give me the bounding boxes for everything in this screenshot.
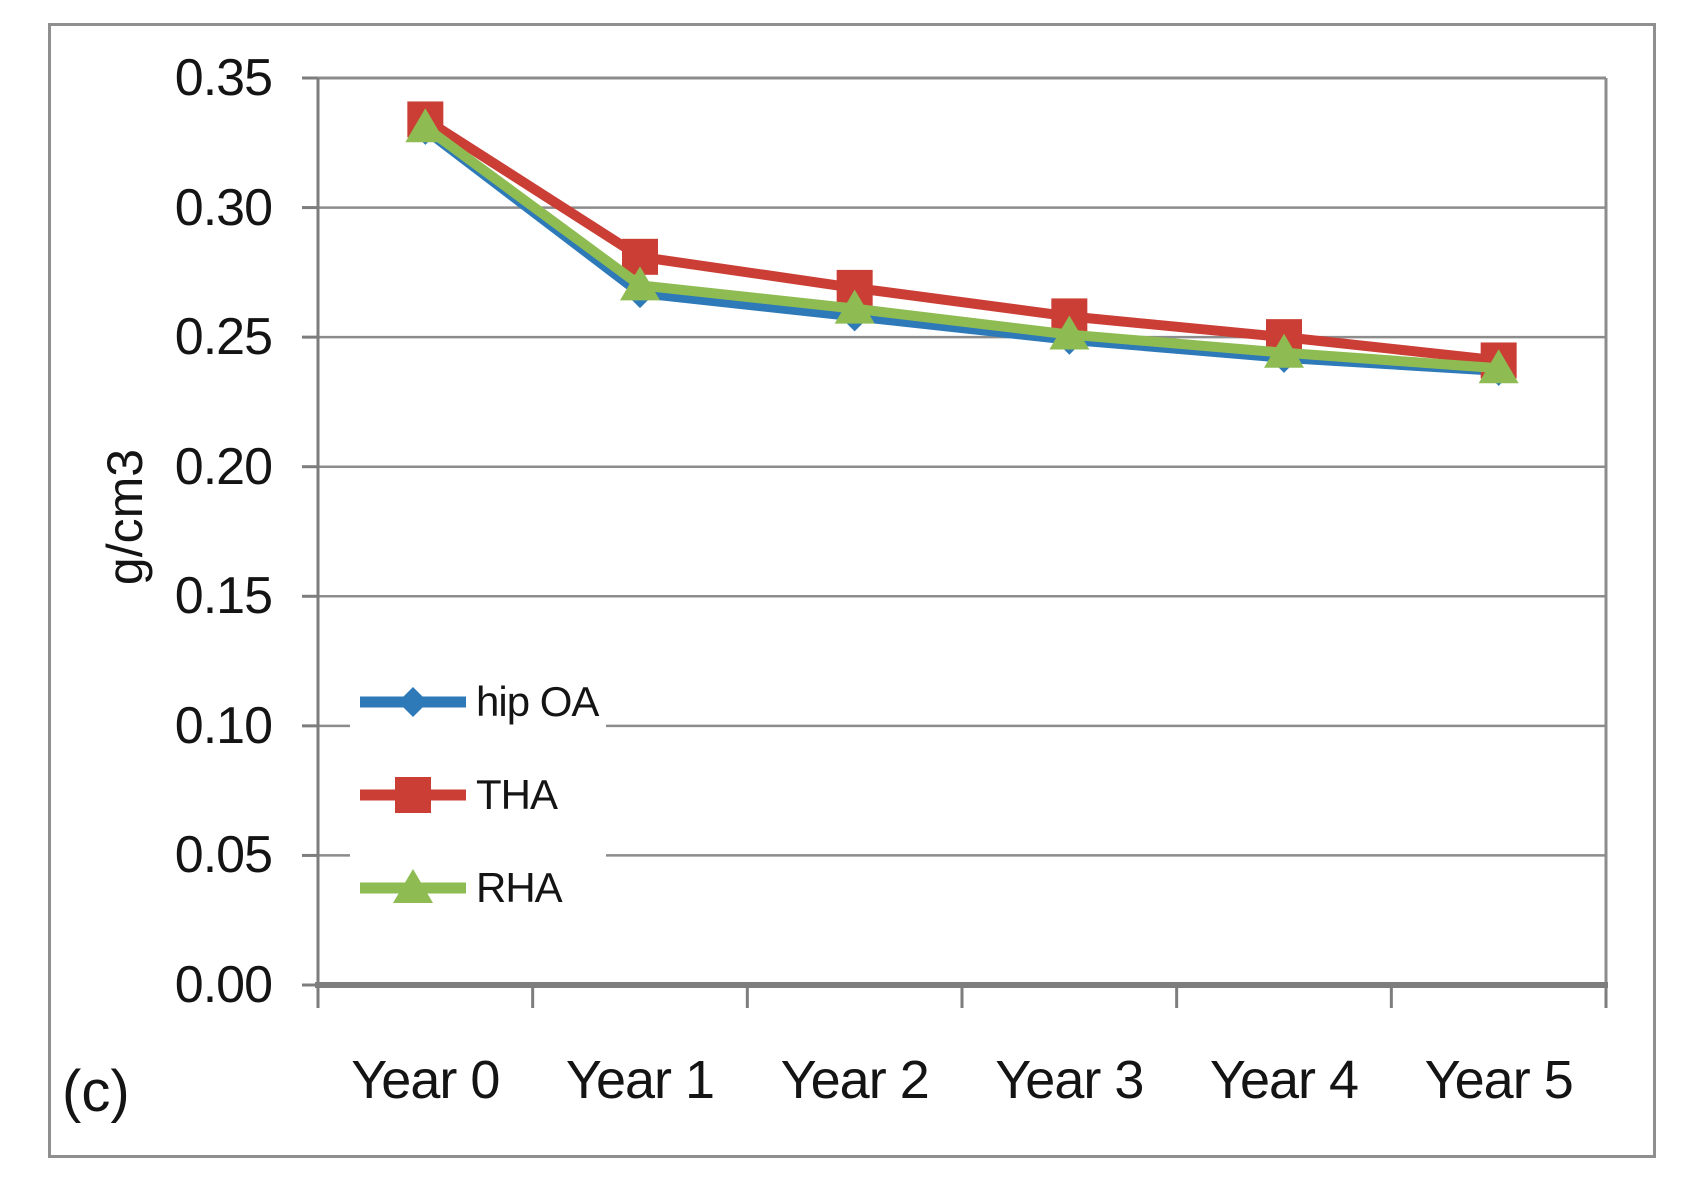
legend-key-marker-triangle	[393, 869, 433, 903]
legend-label: RHA	[476, 864, 563, 911]
y-tick-label: 0.05	[174, 826, 273, 885]
x-tick-label: Year 2	[780, 1050, 930, 1110]
y-tick-label: 0.20	[174, 437, 273, 496]
legend-entry-hip-oa: hip OA	[472, 674, 599, 730]
x-tick-label: Year 3	[995, 1050, 1144, 1110]
x-tick-label: Year 1	[565, 1050, 715, 1110]
series-line-tha	[422, 115, 1500, 366]
legend-entry-rha: RHA	[472, 860, 563, 916]
legend-key-marker-diamond	[398, 687, 428, 717]
y-tick-label: 0.25	[174, 308, 273, 367]
legend-label: THA	[476, 771, 558, 818]
panel-label: (c)	[62, 1059, 130, 1124]
data-point-marker-triangle	[405, 108, 446, 143]
series-line-rha	[422, 123, 1500, 374]
data-point-marker-triangle	[620, 266, 660, 301]
y-tick-label: 0.00	[174, 956, 273, 1014]
legend-key-marker-square	[395, 777, 431, 813]
x-tick-label: Year 5	[1424, 1050, 1574, 1110]
y-tick-label: 0.10	[174, 696, 273, 755]
data-point-marker-triangle	[1049, 315, 1090, 350]
legend-label: hip OA	[476, 678, 599, 725]
y-axis-title: g/cm3	[97, 448, 153, 586]
y-tick-label: 0.15	[174, 567, 273, 626]
figure-border	[48, 23, 1656, 1158]
y-tick-label: 0.30	[174, 178, 273, 237]
x-tick-label: Year 4	[1209, 1050, 1359, 1110]
legend-entry-tha: THA	[472, 767, 558, 823]
x-tick-label: Year 0	[351, 1050, 500, 1110]
y-tick-label: 0.35	[174, 49, 273, 107]
data-point-marker-triangle	[834, 289, 875, 324]
data-point-marker-triangle	[1264, 333, 1304, 368]
data-point-marker-triangle	[1478, 349, 1519, 384]
